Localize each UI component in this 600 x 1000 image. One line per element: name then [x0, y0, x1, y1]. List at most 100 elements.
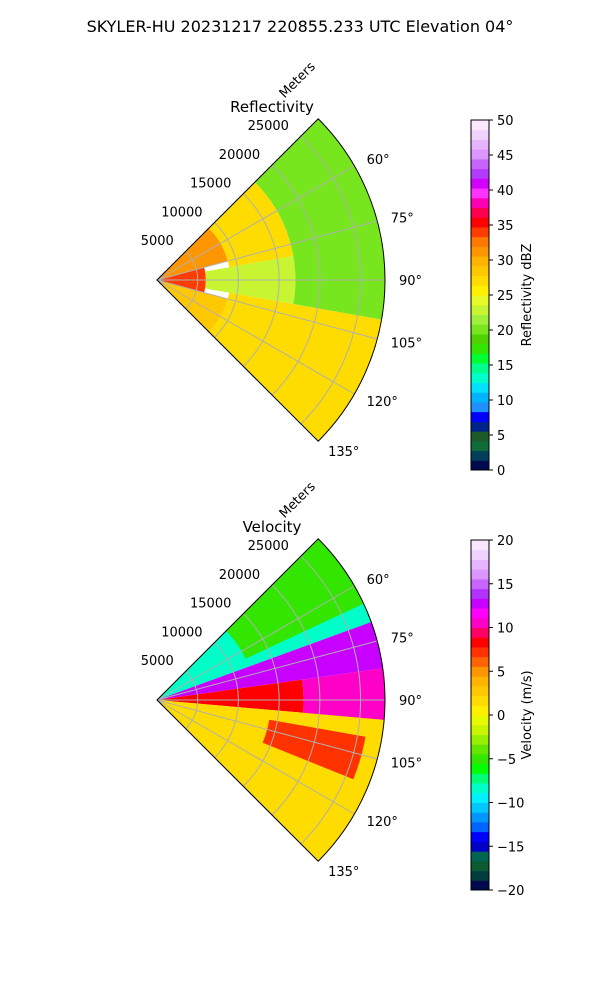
colorbar-swatch: [471, 149, 489, 160]
colorbar-swatch: [471, 295, 489, 306]
colorbar-swatch: [471, 450, 489, 461]
colorbar-swatch: [471, 168, 489, 179]
theta-tick-label: 60°: [367, 573, 390, 588]
colorbar-swatch: [471, 851, 489, 862]
colorbar-swatch: [471, 783, 489, 794]
velocity-colorbar: Velocity (m/s) −20 −15 −10 −5 0 5 10 15 20: [470, 534, 535, 899]
colorbar-swatch: [471, 831, 489, 842]
colorbar-swatch: [471, 333, 489, 345]
field-sector: [157, 679, 304, 713]
colorbar-swatch: [471, 569, 489, 580]
colorbar-swatch: [471, 821, 489, 833]
colorbar-tick-label: 0: [497, 464, 505, 479]
colorbar-swatch: [471, 139, 489, 150]
angular-grid-line: [156, 220, 378, 281]
colorbar-tick-label: 15: [497, 578, 514, 593]
colorbar-swatch: [471, 676, 489, 687]
colorbar-swatch: [471, 188, 489, 199]
velocity-grid: [156, 538, 386, 862]
radial-tick-label: 5000: [141, 234, 174, 249]
colorbar-swatch: [471, 236, 489, 247]
colorbar-tick-label: −15: [497, 840, 524, 855]
colorbar-swatch: [471, 392, 489, 403]
colorbar-swatch: [471, 860, 489, 872]
colorbar-swatch: [471, 753, 489, 765]
angular-grid-line: [156, 279, 378, 340]
velocity-panel: Velocity Meters 5000 10000 15000 20000 25000…: [141, 479, 535, 899]
colorbar-swatch: [471, 411, 489, 422]
velocity-title: Velocity: [243, 518, 302, 536]
colorbar-swatch: [471, 637, 489, 648]
colorbar-tick-label: 5: [497, 429, 505, 444]
colorbar-tick-label: 40: [497, 184, 514, 199]
colorbar-swatch: [471, 792, 489, 803]
colorbar-swatch: [471, 217, 489, 228]
colorbar-swatch: [471, 178, 489, 189]
colorbar-swatch: [471, 207, 489, 218]
field-sector: [262, 719, 366, 780]
radial-tick-label: 25000: [248, 119, 289, 134]
colorbar-swatch: [471, 695, 489, 706]
field-sector: [226, 538, 364, 659]
colorbar-swatch: [471, 197, 489, 208]
colorbar-swatch: [471, 588, 489, 599]
colorbar-swatch: [471, 666, 489, 677]
colorbar-tick-label: 50: [497, 114, 514, 129]
colorbar-tick-label: −20: [497, 884, 524, 899]
colorbar-tick-label: −10: [497, 797, 524, 812]
colorbar-swatch: [471, 129, 489, 140]
colorbar-swatch: [471, 627, 489, 638]
velocity-radial-label: Meters: [277, 479, 319, 521]
colorbar-swatch: [471, 540, 489, 551]
colorbar-swatch: [471, 841, 489, 852]
angular-grid-line: [156, 585, 355, 701]
radial-tick-label: 15000: [190, 177, 231, 192]
colorbar-swatch: [471, 870, 489, 881]
colorbar-swatch: [471, 705, 489, 716]
theta-tick-label: 105°: [391, 337, 422, 352]
colorbar-tick-label: 20: [497, 534, 514, 549]
radial-tick-label: 15000: [190, 597, 231, 612]
radial-tick-label: 20000: [219, 148, 260, 163]
colorbar-swatch: [471, 285, 489, 296]
theta-tick-label: 135°: [328, 865, 359, 880]
colorbar-tick-label: 15: [497, 359, 514, 374]
colorbar-tick-label: 10: [497, 394, 514, 409]
angular-grid-line: [156, 279, 355, 395]
theta-tick-label: 90°: [399, 694, 422, 709]
colorbar-swatch: [471, 353, 489, 364]
theta-tick-label: 60°: [367, 153, 390, 168]
radial-tick-label: 10000: [161, 205, 202, 220]
radial-tick-label: 10000: [161, 625, 202, 640]
colorbar-swatch: [471, 608, 489, 619]
angular-grid-line: [156, 699, 355, 815]
angular-grid-line: [156, 640, 378, 701]
colorbar-swatch: [471, 363, 489, 374]
reflectivity-colorbar-label: Reflectivity dBZ: [520, 244, 535, 347]
colorbar-swatch: [471, 744, 489, 755]
colorbar-swatch: [471, 880, 489, 891]
figure-title: SKYLER-HU 20231217 220855.233 UTC Elevat…: [87, 17, 514, 36]
colorbar-swatch: [471, 343, 489, 354]
colorbar-swatch: [471, 685, 489, 697]
theta-tick-label: 120°: [367, 395, 398, 410]
theta-tick-label: 75°: [391, 211, 414, 226]
radial-tick-label: 5000: [141, 654, 174, 669]
colorbar-tick-label: 45: [497, 149, 514, 164]
colorbar-swatch: [471, 382, 489, 393]
colorbar-swatch: [471, 372, 489, 383]
colorbar-swatch: [471, 275, 489, 286]
colorbar-swatch: [471, 401, 489, 413]
colorbar-swatch: [471, 734, 489, 745]
colorbar-swatch: [471, 324, 489, 335]
colorbar-swatch: [471, 246, 489, 257]
colorbar-tick-label: −5: [497, 753, 516, 768]
colorbar-tick-label: 10: [497, 622, 514, 637]
theta-tick-label: 75°: [391, 631, 414, 646]
theta-tick-label: 90°: [399, 274, 422, 289]
radial-tick-label: 20000: [219, 568, 260, 583]
colorbar-tick-label: 0: [497, 709, 505, 724]
reflectivity-grid: [156, 118, 386, 442]
colorbar-tick-label: 5: [497, 665, 505, 680]
